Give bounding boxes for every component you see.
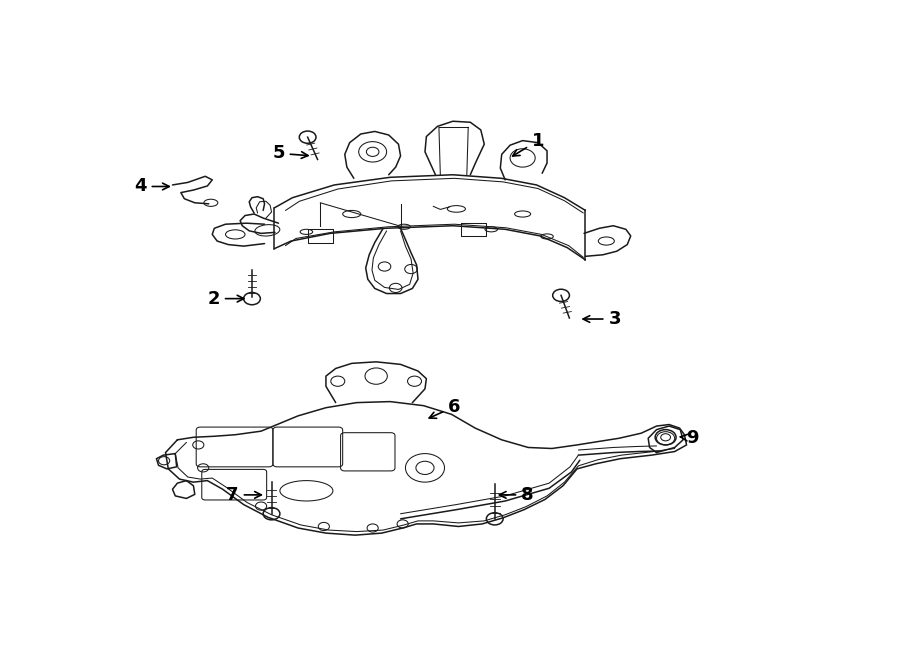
Text: 4: 4: [134, 177, 169, 195]
Text: 5: 5: [273, 144, 308, 162]
Text: 9: 9: [680, 429, 699, 448]
Text: 2: 2: [207, 290, 244, 308]
Text: 1: 1: [513, 132, 544, 156]
Text: 3: 3: [583, 310, 621, 328]
Text: 6: 6: [429, 398, 461, 418]
Text: 7: 7: [226, 486, 261, 504]
Text: 8: 8: [500, 486, 534, 504]
